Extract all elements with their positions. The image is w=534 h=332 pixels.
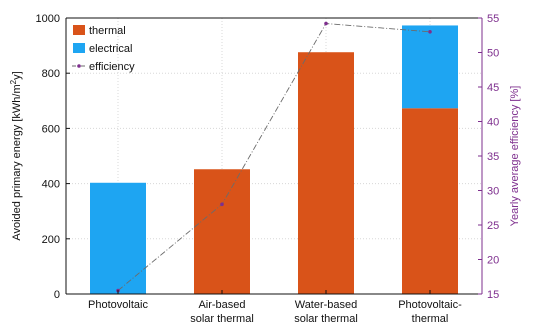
legend-point-efficiency xyxy=(77,64,81,68)
legend-label-efficiency: efficiency xyxy=(89,61,135,73)
left-tick-label-1: 200 xyxy=(42,234,60,246)
x-tick-label-3: Photovoltaic-thermal xyxy=(398,299,462,325)
bar-electrical-0 xyxy=(90,182,146,294)
efficiency-line xyxy=(117,23,431,291)
x-tick-label-line-3-0: Photovoltaic- xyxy=(398,299,462,311)
line-layer xyxy=(116,21,432,293)
left-axis-title-tail: y] xyxy=(11,71,23,80)
legend-label-thermal: thermal xyxy=(89,25,126,37)
left-tick-label-4: 800 xyxy=(42,68,60,80)
legend-swatch-thermal xyxy=(73,25,85,35)
x-tick-label-1: Air-based solar thermal xyxy=(190,299,254,325)
right-tick-label-6: 45 xyxy=(487,82,499,94)
right-tick-label-7: 50 xyxy=(487,48,499,60)
x-tick-label-line-2-1: solar thermal xyxy=(294,313,358,325)
right-axis-title: Yearly average efficiency [%] xyxy=(509,86,521,227)
x-tick-label-line-3-1: thermal xyxy=(412,313,449,325)
ticks-layer: 0 200 400 600 800 1000 15 20 25 30 35 40 45 50 55 Photo… xyxy=(36,13,500,325)
left-axis-title: Avoided primary energy [kWh/m2y] xyxy=(9,71,24,240)
legend-swatch-electrical xyxy=(73,43,85,53)
left-tick-label-3: 600 xyxy=(42,123,60,135)
efficiency-point-3 xyxy=(428,30,432,34)
right-tick-label-8: 55 xyxy=(487,13,499,25)
x-tick-label-2: Water-based solar thermal xyxy=(294,299,358,325)
legend-label-electrical: electrical xyxy=(89,43,132,55)
bar-electrical-3 xyxy=(402,25,458,109)
efficiency-point-1 xyxy=(220,202,224,207)
x-tick-label-line-1-0: Air-based xyxy=(198,299,245,311)
legend-layer: thermal electrical efficiency xyxy=(72,25,135,73)
right-tick-label-4: 35 xyxy=(487,151,499,163)
right-tick-label-1: 20 xyxy=(487,255,499,267)
efficiency-point-2 xyxy=(324,21,328,26)
right-tick-label-0: 15 xyxy=(487,289,499,301)
right-tick-label-5: 40 xyxy=(487,117,499,129)
bar-thermal-2 xyxy=(298,52,354,294)
left-tick-label-2: 400 xyxy=(42,179,60,191)
bar-thermal-1 xyxy=(194,169,250,294)
left-axis-title-main: Avoided primary energy [kWh/m xyxy=(11,84,23,240)
right-tick-label-3: 30 xyxy=(487,186,499,198)
right-tick-label-2: 25 xyxy=(487,220,499,232)
left-tick-label-5: 1000 xyxy=(36,13,60,25)
x-tick-label-0: Photovoltaic xyxy=(88,299,148,311)
left-axis-title-sup: 2 xyxy=(9,79,18,84)
bar-thermal-3 xyxy=(402,108,458,294)
x-tick-label-line-0-0: Photovoltaic xyxy=(88,299,148,311)
x-tick-label-line-1-1: solar thermal xyxy=(190,313,254,325)
left-tick-label-0: 0 xyxy=(54,289,60,301)
x-tick-label-line-2-0: Water-based xyxy=(295,299,358,311)
